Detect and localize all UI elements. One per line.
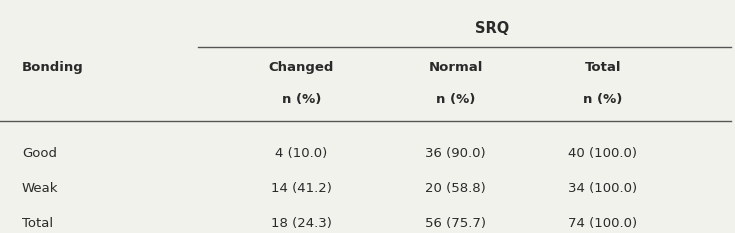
Text: 4 (10.0): 4 (10.0) (275, 147, 328, 160)
Text: n (%): n (%) (583, 93, 623, 106)
Text: Total: Total (584, 61, 621, 74)
Text: 74 (100.0): 74 (100.0) (568, 217, 637, 230)
Text: Normal: Normal (429, 61, 483, 74)
Text: 20 (58.8): 20 (58.8) (426, 182, 486, 195)
Text: n (%): n (%) (282, 93, 321, 106)
Text: Changed: Changed (269, 61, 334, 74)
Text: 40 (100.0): 40 (100.0) (568, 147, 637, 160)
Text: 56 (75.7): 56 (75.7) (426, 217, 486, 230)
Text: Weak: Weak (22, 182, 59, 195)
Text: 14 (41.2): 14 (41.2) (271, 182, 331, 195)
Text: Total: Total (22, 217, 53, 230)
Text: Good: Good (22, 147, 57, 160)
Text: SRQ: SRQ (476, 21, 509, 36)
Text: 34 (100.0): 34 (100.0) (568, 182, 637, 195)
Text: 36 (90.0): 36 (90.0) (426, 147, 486, 160)
Text: n (%): n (%) (436, 93, 476, 106)
Text: Bonding: Bonding (22, 61, 84, 74)
Text: 18 (24.3): 18 (24.3) (271, 217, 331, 230)
